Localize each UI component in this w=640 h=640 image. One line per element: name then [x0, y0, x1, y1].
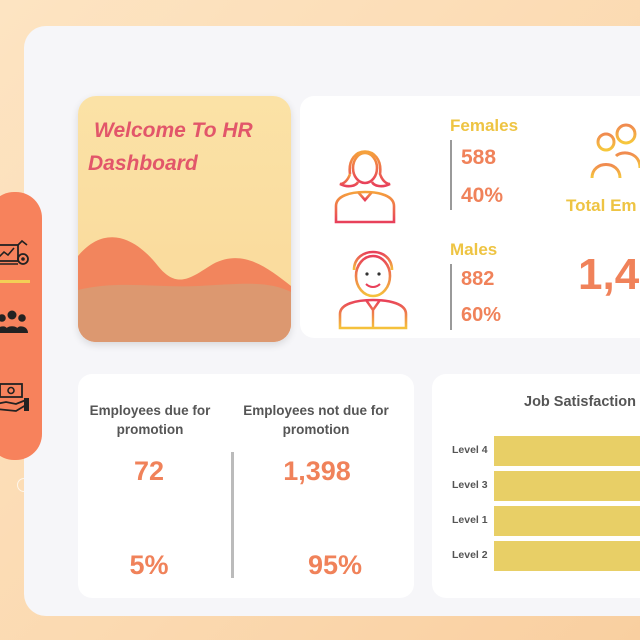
bar-label: Level 3 [452, 479, 488, 491]
bar-row: Level 1 [432, 506, 640, 536]
job-satisfaction-card: Job Satisfaction Level 4 Level 3 Level 1 Le… [432, 374, 640, 598]
bar[interactable] [494, 436, 640, 466]
money-hand-icon [0, 383, 29, 412]
females-percent: 40% [461, 184, 504, 207]
bar-label: Level 4 [452, 444, 488, 456]
males-divider [450, 264, 452, 330]
females-divider [450, 140, 452, 210]
sidebar [0, 192, 42, 460]
welcome-title-line2: Dashboard [88, 152, 198, 175]
sidebar-item-dashboard[interactable] [0, 234, 36, 274]
male-avatar-icon [338, 250, 408, 330]
males-count: 882 [461, 268, 495, 290]
males-label: Males [450, 240, 498, 259]
total-employees-value: 1,4 [578, 250, 640, 299]
not-due-percent: 95% [307, 550, 363, 580]
females-count: 588 [461, 146, 497, 169]
welcome-card: Welcome To HR Dashboard [78, 96, 291, 342]
bar-label: Level 1 [452, 514, 488, 526]
not-due-heading: Employees not due for promotion [243, 403, 389, 437]
bar[interactable] [494, 506, 640, 536]
promotion-card: Employees due for promotion Employees no… [78, 374, 414, 598]
total-employees-label: Total Em [566, 196, 637, 215]
bar[interactable] [494, 541, 640, 571]
not-due-count: 1,398 [283, 456, 351, 486]
sidebar-item-employees[interactable] [0, 302, 36, 342]
wave-illustration [78, 237, 291, 342]
female-avatar-icon [334, 150, 396, 224]
due-percent: 5% [129, 550, 169, 580]
bar-row: Level 4 [432, 436, 640, 466]
bar[interactable] [494, 471, 640, 501]
due-heading: Employees due for promotion [89, 403, 211, 437]
total-employees-icon [590, 123, 640, 179]
bar-label: Level 2 [452, 549, 488, 561]
bar-row: Level 2 [432, 541, 640, 571]
males-percent: 60% [461, 304, 502, 326]
welcome-title-line1: Welcome To HR [94, 119, 253, 142]
sidebar-item-payroll[interactable] [0, 378, 36, 418]
job-satisfaction-title: Job Satisfaction [524, 394, 636, 410]
gender-card [300, 96, 640, 338]
promotion-divider [231, 452, 234, 578]
people-group-icon [0, 310, 28, 333]
active-indicator [0, 280, 30, 283]
welcome-title: Welcome To HR Dashboard [88, 114, 288, 180]
bar-row: Level 3 [432, 471, 640, 501]
females-label: Females [450, 116, 519, 135]
dashboard-analytics-icon [0, 239, 29, 265]
due-count: 72 [133, 456, 165, 486]
